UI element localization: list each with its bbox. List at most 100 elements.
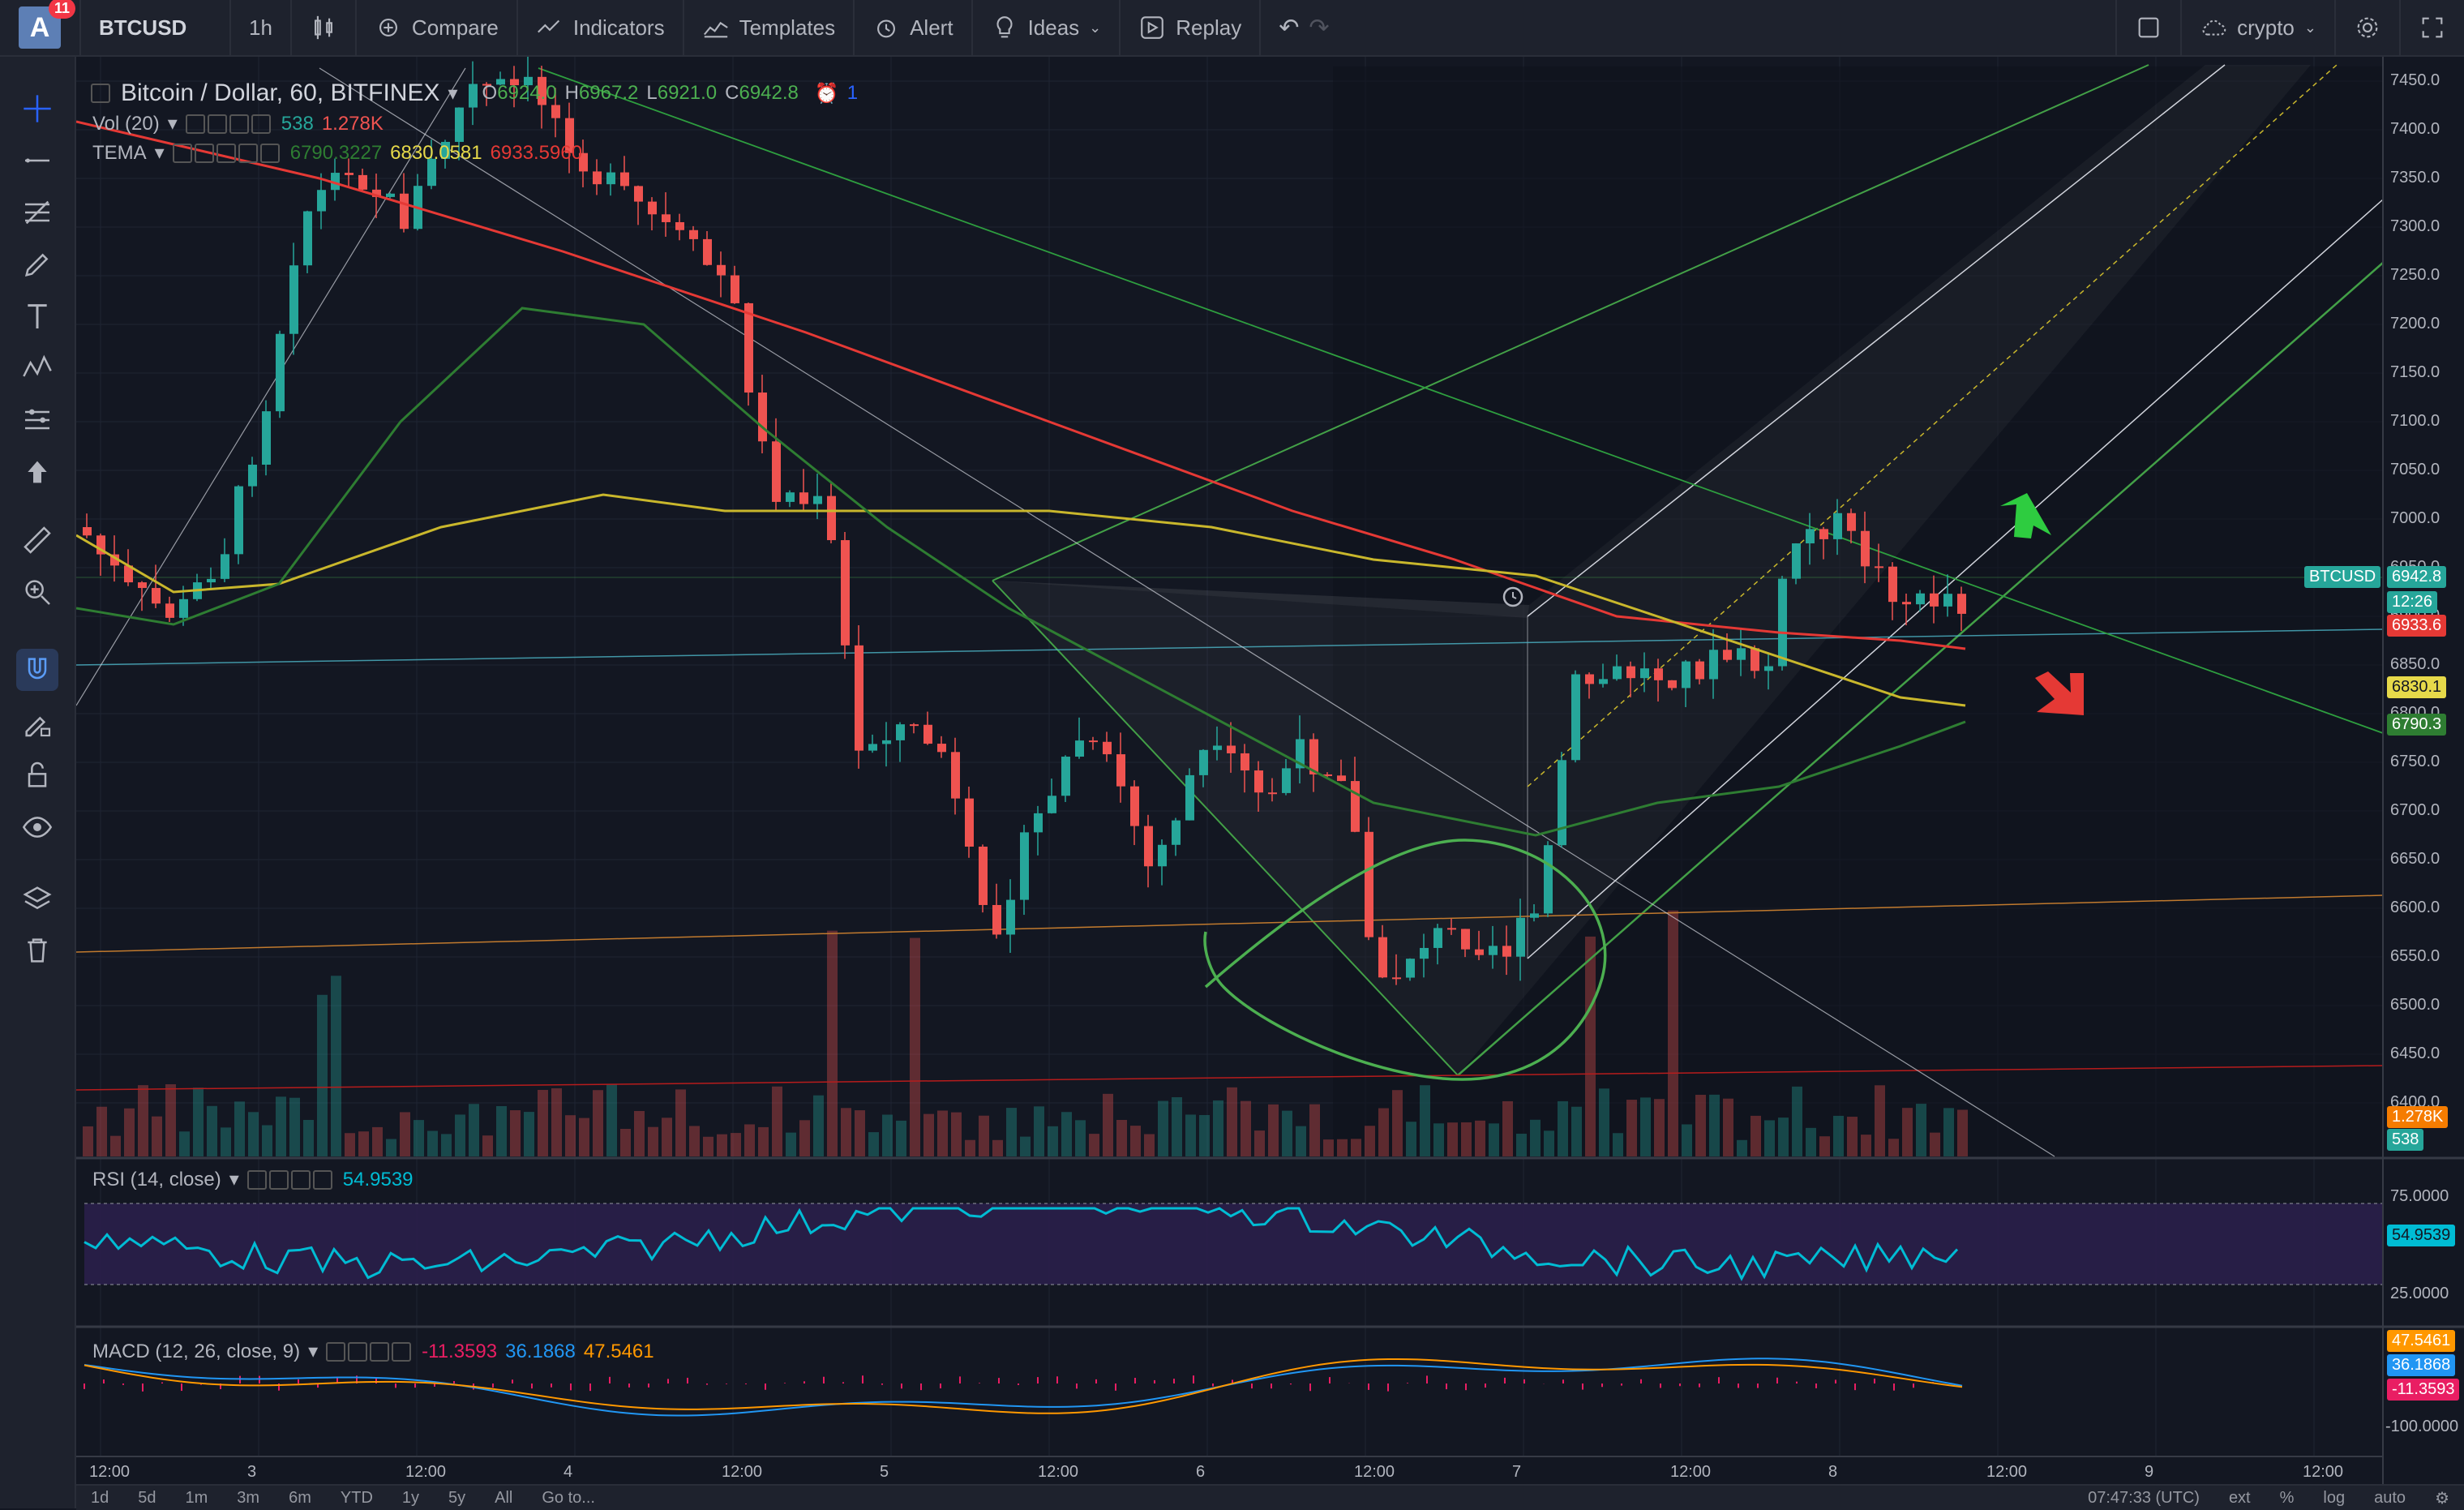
ideas-button[interactable]: Ideas ⌄ xyxy=(973,0,1121,55)
vol-label[interactable]: Vol (20) xyxy=(92,112,160,135)
layout-menu[interactable]: crypto ⌄ xyxy=(2182,0,2336,55)
candle-body xyxy=(1185,774,1194,821)
indicator-controls[interactable] xyxy=(246,1169,335,1191)
volume-bar xyxy=(1833,1115,1844,1156)
eye-icon[interactable] xyxy=(18,808,57,847)
trash-icon[interactable] xyxy=(18,931,57,970)
interval-button[interactable]: 1h xyxy=(231,0,292,55)
ruler-icon[interactable] xyxy=(18,521,57,560)
range-5y[interactable]: 5y xyxy=(448,1488,466,1507)
volume-bar xyxy=(1489,1123,1499,1156)
alert-button[interactable]: Alert xyxy=(855,0,973,55)
symbol-title[interactable]: Bitcoin / Dollar, 60, BITFINEX xyxy=(121,79,440,106)
channel-upper-line xyxy=(992,64,2149,581)
chart-style-button[interactable] xyxy=(292,0,357,55)
macd-label[interactable]: MACD (12, 26, close, 9) xyxy=(92,1340,301,1362)
volume-bar xyxy=(1158,1100,1168,1156)
green-up-arrow xyxy=(2000,493,2051,538)
candle-body xyxy=(1709,650,1718,680)
trend-line-icon[interactable] xyxy=(18,141,57,180)
volume-bar xyxy=(1957,1109,1968,1156)
percent-toggle[interactable]: % xyxy=(2279,1488,2295,1507)
volume-bar xyxy=(1116,1119,1127,1156)
rsi-line xyxy=(84,1207,1959,1281)
chevron-down-icon[interactable]: ▾ xyxy=(308,1341,319,1362)
pattern-icon[interactable] xyxy=(18,349,57,388)
templates-button[interactable]: Templates xyxy=(684,0,855,55)
top-toolbar: A 11 BTCUSD 1h Compare Indicators Templa… xyxy=(0,0,2464,57)
redo-icon[interactable]: ↷ xyxy=(1309,14,1330,41)
macd-hist-value: -11.3593 xyxy=(422,1340,498,1362)
expand-button[interactable] xyxy=(2401,0,2464,55)
layers-icon[interactable] xyxy=(18,879,57,918)
user-menu[interactable]: A 11 xyxy=(0,0,81,55)
close-value: 6942.8 xyxy=(739,82,799,104)
range-3m[interactable]: 3m xyxy=(237,1488,260,1507)
indicators-button[interactable]: Indicators xyxy=(518,0,684,55)
candle-body xyxy=(744,302,753,393)
avatar[interactable]: A 11 xyxy=(19,0,75,49)
rsi-tag: 54.9539 xyxy=(2387,1225,2456,1246)
range-5d[interactable]: 5d xyxy=(138,1488,156,1507)
compare-button[interactable]: Compare xyxy=(357,0,518,55)
replay-button[interactable]: Replay xyxy=(1121,0,1262,55)
arrow-up-icon[interactable] xyxy=(18,453,57,491)
alert-label: Alert xyxy=(910,15,953,40)
undo-icon[interactable]: ↶ xyxy=(1279,14,1300,41)
range-1m[interactable]: 1m xyxy=(185,1488,208,1507)
candle-body xyxy=(855,645,863,751)
volume-bar xyxy=(772,1086,782,1156)
volume-bar xyxy=(1048,1126,1058,1156)
go-to-button[interactable]: Go to... xyxy=(542,1488,595,1507)
auto-toggle[interactable]: auto xyxy=(2374,1488,2406,1507)
range-ytd[interactable]: YTD xyxy=(340,1488,373,1507)
alarm-clock-icon[interactable]: ⏰ xyxy=(814,82,839,105)
candle-body xyxy=(276,333,285,412)
brush-icon[interactable] xyxy=(18,245,57,284)
volume-bar xyxy=(221,1127,231,1156)
tema-label[interactable]: TEMA xyxy=(92,141,147,164)
candle-body xyxy=(813,495,822,504)
range-1y[interactable]: 1y xyxy=(401,1488,420,1507)
range-all[interactable]: All xyxy=(495,1488,513,1507)
macd-legend: MACD (12, 26, close, 9) ▾ -11.3593 36.18… xyxy=(92,1340,654,1363)
chevron-down-icon[interactable]: ▾ xyxy=(448,82,458,105)
range-1d[interactable]: 1d xyxy=(91,1488,109,1507)
volume-bar xyxy=(910,937,920,1156)
chevron-down-icon[interactable]: ▾ xyxy=(229,1169,239,1190)
chart-canvas[interactable] xyxy=(76,57,2464,1484)
volume-bar xyxy=(965,1139,975,1156)
ext-toggle[interactable]: ext xyxy=(2228,1488,2251,1507)
settings-button[interactable] xyxy=(2336,0,2401,55)
candle-body xyxy=(1751,648,1759,671)
volume-bar xyxy=(1654,1099,1665,1156)
macd-axis-label: -100.0000 xyxy=(2385,1418,2459,1435)
collapse-legend-icon[interactable] xyxy=(91,84,110,103)
fib-retracement-icon[interactable] xyxy=(18,193,57,232)
indicator-controls[interactable] xyxy=(185,113,273,135)
symbol-search[interactable]: BTCUSD xyxy=(81,0,231,55)
candle-body xyxy=(1585,674,1594,684)
candle-body xyxy=(482,84,491,86)
range-6m[interactable]: 6m xyxy=(289,1488,311,1507)
chevron-down-icon[interactable]: ▾ xyxy=(167,113,178,135)
unlock-icon[interactable] xyxy=(18,756,57,795)
rsi-label[interactable]: RSI (14, close) xyxy=(92,1168,221,1190)
fullscreen-toggle[interactable] xyxy=(2115,0,2183,55)
volume-bar xyxy=(827,930,838,1156)
magnet-icon[interactable] xyxy=(16,649,58,691)
crosshair-icon[interactable] xyxy=(18,89,57,128)
volume-bar xyxy=(937,1110,948,1156)
text-tool-icon[interactable] xyxy=(18,297,57,336)
chevron-down-icon[interactable]: ▾ xyxy=(154,142,165,164)
volume-bar xyxy=(593,1090,603,1156)
lightbulb-icon xyxy=(996,16,1013,38)
indicator-controls[interactable] xyxy=(172,142,282,165)
candle-body xyxy=(758,393,767,442)
prediction-icon[interactable] xyxy=(18,401,57,440)
zoom-in-icon[interactable] xyxy=(18,573,57,611)
lock-pencil-icon[interactable] xyxy=(18,704,57,743)
gear-icon[interactable]: ⚙ xyxy=(2435,1489,2449,1508)
indicator-controls[interactable] xyxy=(326,1341,414,1363)
log-toggle[interactable]: log xyxy=(2323,1488,2346,1507)
